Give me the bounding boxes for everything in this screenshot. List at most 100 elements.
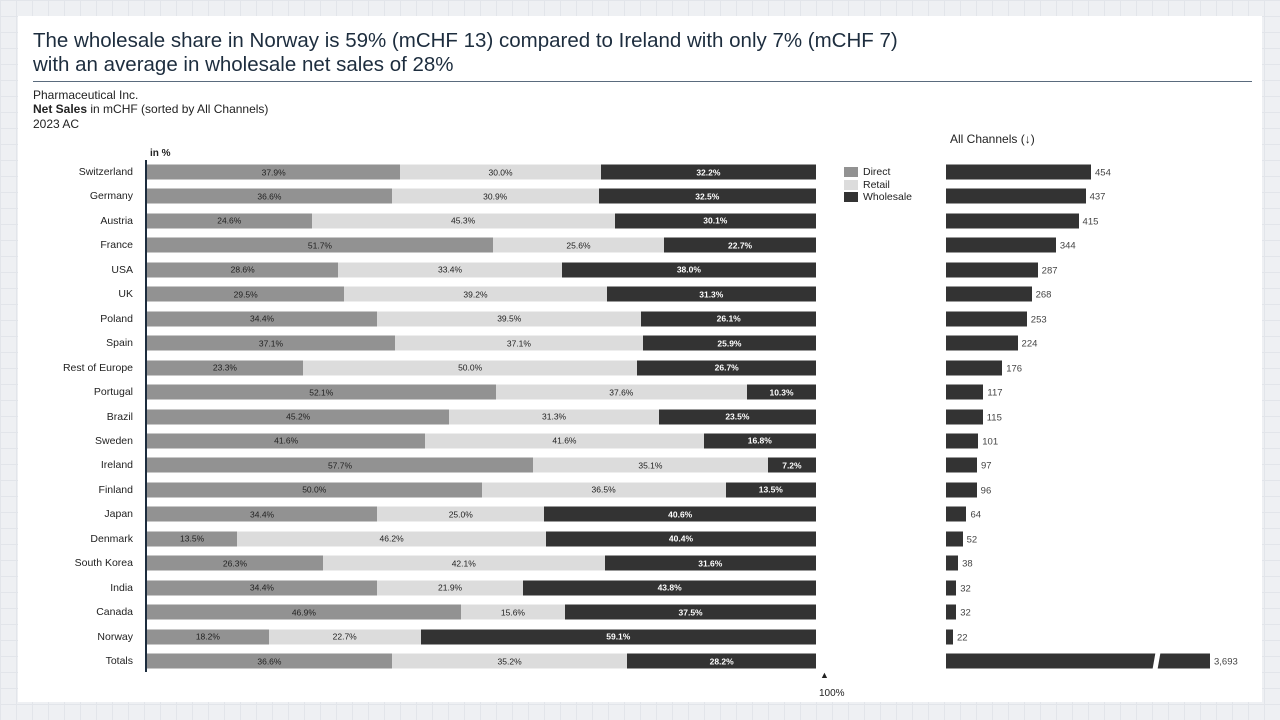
category-label: Denmark: [90, 532, 133, 545]
bar-wholesale: 31.3%: [606, 286, 816, 302]
all-channels-title[interactable]: All Channels (↓): [950, 132, 1035, 146]
bar-retail: 37.1%: [394, 335, 643, 351]
category-label: Finland: [98, 483, 133, 496]
total-value-label: 97: [980, 460, 992, 472]
bar-retail: 25.0%: [377, 506, 545, 522]
bar-wholesale: 26.1%: [641, 311, 816, 327]
category-label: Japan: [104, 508, 133, 521]
bar-direct: 57.7%: [147, 457, 533, 473]
bar-direct: 37.9%: [147, 164, 401, 180]
bar-retail: 41.6%: [425, 433, 704, 449]
total-bar: [946, 506, 967, 522]
bar-retail: 42.1%: [322, 555, 605, 571]
bar-direct: 50.0%: [147, 482, 482, 498]
axis-marker-label: 100%: [819, 688, 845, 699]
total-value-label: 32: [960, 607, 971, 619]
category-label: Poland: [100, 312, 133, 325]
legend-wholesale: Wholesale: [844, 191, 912, 203]
bar-retail: 30.0%: [400, 164, 601, 180]
bar-wholesale: 25.9%: [642, 335, 816, 351]
page-title: The wholesale share in Norway is 59% (mC…: [33, 29, 898, 77]
report-panel: [18, 16, 1262, 702]
category-label: Germany: [89, 190, 133, 203]
legend-swatch-retail: [844, 180, 858, 190]
category-label: Rest of Europe: [62, 361, 133, 374]
bar-direct: 29.5%: [147, 286, 345, 302]
bar-direct: 13.5%: [147, 531, 238, 547]
bar-wholesale: 31.6%: [604, 555, 816, 571]
bar-direct: 34.4%: [147, 506, 378, 522]
total-bar: [946, 164, 1091, 180]
period-label: 2023 AC: [33, 117, 80, 131]
total-value-label: 117: [987, 387, 1003, 399]
legend-direct: Direct: [844, 166, 890, 178]
bar-direct: 37.1%: [147, 335, 395, 351]
bar-wholesale: 30.1%: [614, 213, 816, 229]
category-label: Ireland: [100, 459, 133, 472]
total-value-label: 454: [1095, 167, 1111, 179]
legend-label: Retail: [863, 179, 890, 191]
title-line-2: with an average in wholesale net sales o…: [33, 53, 454, 76]
bar-wholesale: 13.5%: [725, 482, 816, 498]
bar-direct: 41.6%: [147, 433, 426, 449]
total-bar: [946, 409, 983, 424]
total-bar: [946, 262, 1038, 278]
title-divider: [33, 81, 1252, 82]
legend-swatch-direct: [844, 167, 858, 177]
bar-retail: 22.7%: [268, 629, 421, 645]
category-label: Switzerland: [78, 166, 133, 178]
bar-wholesale: 7.2%: [767, 457, 816, 473]
total-bar: [946, 580, 957, 596]
total-bar: [946, 629, 954, 645]
total-value-label: 96: [980, 485, 992, 497]
total-value-label: 415: [1082, 216, 1099, 228]
total-bar: [946, 531, 963, 547]
bar-retail: 30.9%: [391, 188, 599, 204]
total-bar: [946, 237, 1056, 253]
total-bar: [946, 653, 1210, 669]
bar-retail: 46.2%: [237, 531, 546, 547]
bar-retail: 39.5%: [377, 311, 642, 327]
bar-direct: 26.3%: [147, 555, 323, 571]
bar-direct: 24.6%: [147, 213, 312, 229]
bar-wholesale: 40.4%: [545, 531, 816, 547]
bar-retail: 39.2%: [344, 286, 607, 302]
bar-direct: 28.6%: [147, 262, 339, 278]
category-label: Sweden: [95, 434, 133, 447]
category-label: Norway: [97, 630, 133, 643]
bar-retail: 15.6%: [460, 604, 566, 620]
total-value-label: 115: [986, 412, 1002, 424]
bar-direct: 23.3%: [147, 360, 303, 376]
bar-wholesale: 10.3%: [747, 384, 816, 400]
total-bar: [946, 555, 959, 571]
bar-retail: 36.5%: [481, 482, 726, 498]
total-value-label: 224: [1021, 338, 1038, 350]
bar-direct: 52.1%: [147, 384, 496, 400]
total-value-label: 253: [1030, 314, 1047, 326]
total-value-label: 52: [966, 534, 978, 546]
bar-retail: 37.6%: [495, 384, 748, 400]
bar-wholesale: 22.7%: [664, 237, 816, 253]
category-axis: [145, 160, 147, 672]
total-value-label: 32: [960, 583, 971, 595]
category-label: Canada: [96, 606, 133, 619]
bar-direct: 34.4%: [147, 580, 377, 596]
total-bar: [946, 360, 1003, 376]
bar-direct: 34.4%: [147, 311, 378, 327]
total-value-label: 64: [970, 509, 982, 521]
legend-label: Wholesale: [863, 191, 913, 203]
total-bar: [946, 286, 1032, 302]
total-value-label: 3,693: [1214, 656, 1238, 668]
measure-name: Net Sales: [33, 102, 88, 116]
total-value-label: 287: [1041, 265, 1058, 277]
total-bar: [946, 433, 979, 449]
total-bar: [946, 311, 1027, 327]
bar-wholesale: 32.5%: [598, 188, 816, 204]
total-value-label: 22: [957, 632, 968, 644]
bar-retail: 35.1%: [533, 457, 768, 473]
category-label: Austria: [100, 214, 133, 227]
bar-direct: 45.2%: [147, 409, 450, 424]
total-bar: [946, 213, 1079, 229]
category-label: Brazil: [106, 410, 133, 423]
measure-description: in mCHF (sorted by All Channels): [87, 102, 269, 116]
